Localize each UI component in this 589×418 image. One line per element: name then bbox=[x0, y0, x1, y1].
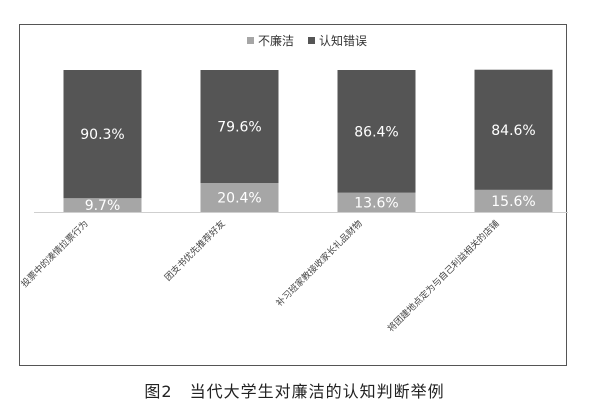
bar-1-1 bbox=[200, 70, 279, 184]
stacked-bar-chart: 不廉洁 认知错误 9.7% 90.3% 投票中的凑情拉票行为 20.4% 79.6% 团支书优… bbox=[20, 33, 568, 335]
data-label-0-3: 15.6% bbox=[491, 194, 535, 210]
data-label-1-2: 86.4% bbox=[354, 124, 398, 140]
category-label-2: 补习班家教接收家长礼品财物 bbox=[273, 218, 364, 309]
bar-1-0 bbox=[63, 70, 142, 199]
legend-label-1: 认知错误 bbox=[319, 34, 367, 48]
legend-swatch-0 bbox=[247, 37, 254, 44]
data-label-0-0: 9.7% bbox=[85, 198, 121, 214]
data-label-0-2: 13.6% bbox=[354, 195, 398, 211]
legend-swatch-1 bbox=[308, 37, 315, 44]
category-label-1: 团支书优先推荐好友 bbox=[162, 218, 228, 284]
bar-0-3 bbox=[474, 189, 553, 212]
figure-caption: 图2 当代大学生对廉洁的认知判断举例 bbox=[144, 382, 445, 401]
bar-0-2 bbox=[337, 192, 416, 212]
bar-0-0 bbox=[63, 198, 142, 212]
data-label-0-1: 20.4% bbox=[217, 191, 261, 207]
bar-1-2 bbox=[337, 70, 416, 193]
category-label-3: 将团建地点定为与自己利益相关的店铺 bbox=[385, 218, 502, 335]
data-label-1-3: 84.6% bbox=[491, 123, 535, 139]
bar-1-3 bbox=[474, 69, 553, 190]
data-label-1-1: 79.6% bbox=[217, 120, 261, 136]
chart-frame: 不廉洁 认知错误 9.7% 90.3% 投票中的凑情拉票行为 20.4% 79.6% 团支书优… bbox=[19, 24, 568, 366]
data-label-1-0: 90.3% bbox=[80, 127, 124, 143]
bar-0-1 bbox=[200, 183, 279, 212]
category-label-0: 投票中的凑情拉票行为 bbox=[20, 218, 91, 290]
legend-label-0: 不廉洁 bbox=[258, 33, 294, 48]
